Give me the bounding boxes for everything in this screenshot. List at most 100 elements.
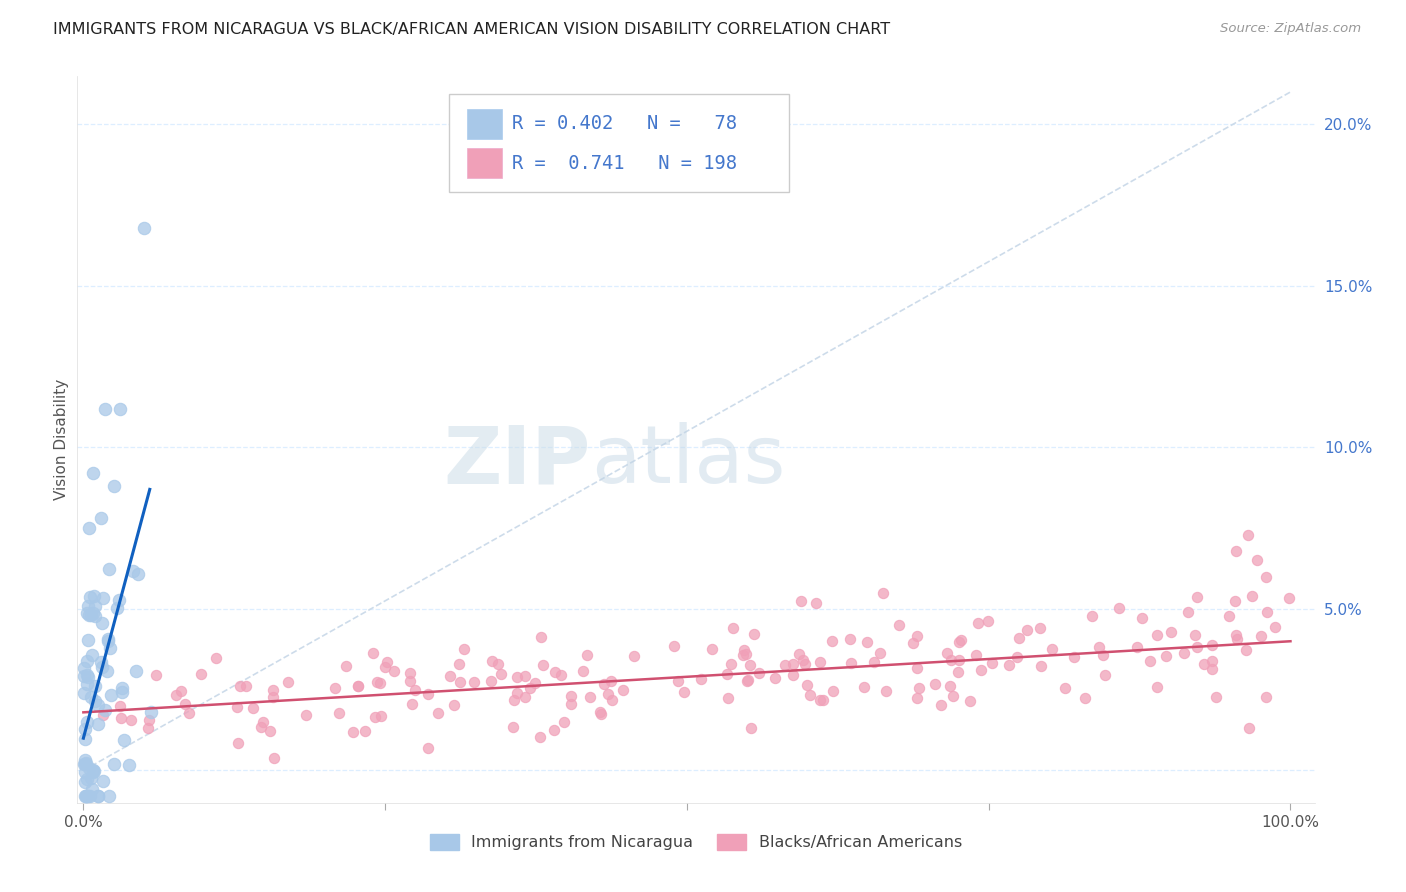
Point <box>82 467 104 481</box>
Point <box>796 678 818 692</box>
Point <box>479 674 502 689</box>
Point <box>111 685 134 699</box>
Point <box>666 674 689 689</box>
Point <box>489 667 512 681</box>
Point <box>73 756 96 771</box>
Point <box>453 642 475 657</box>
Point <box>773 658 796 673</box>
Point <box>1185 640 1208 654</box>
Point <box>76 606 98 620</box>
Point <box>689 672 711 686</box>
Text: Source: ZipAtlas.com: Source: ZipAtlas.com <box>1220 22 1361 36</box>
Point <box>672 685 695 699</box>
Point <box>83 764 105 778</box>
Point <box>120 714 142 728</box>
Point <box>127 566 149 581</box>
Point <box>721 621 744 635</box>
Point <box>811 693 834 707</box>
Point <box>73 731 96 746</box>
Point <box>929 698 952 713</box>
Point <box>744 627 766 641</box>
Point <box>1264 620 1286 634</box>
Point <box>529 730 551 744</box>
Point <box>77 761 100 775</box>
Point <box>1125 640 1147 654</box>
Text: ZIP: ZIP <box>443 422 591 500</box>
Point <box>782 657 804 671</box>
Point <box>100 688 122 702</box>
Point <box>110 711 132 725</box>
Point <box>1246 553 1268 567</box>
Point <box>733 648 755 662</box>
Point <box>748 665 770 680</box>
Point <box>235 679 257 693</box>
Point <box>97 632 120 647</box>
Point <box>1005 650 1028 665</box>
Point <box>733 643 755 657</box>
Point <box>374 659 396 673</box>
Point <box>111 681 134 695</box>
Point <box>90 511 112 525</box>
Point <box>1225 543 1247 558</box>
Point <box>887 617 910 632</box>
Point <box>347 680 370 694</box>
Point <box>591 707 613 722</box>
Point <box>799 688 821 702</box>
Point <box>90 660 112 674</box>
Point <box>426 706 449 721</box>
Point <box>998 657 1021 672</box>
Point <box>75 789 97 804</box>
Point <box>170 684 193 698</box>
Point <box>294 707 316 722</box>
Point <box>513 690 536 705</box>
Point <box>145 668 167 682</box>
Point <box>83 589 105 603</box>
Point <box>1184 628 1206 642</box>
Point <box>83 679 105 693</box>
Point <box>789 647 811 661</box>
Point <box>73 789 96 804</box>
Point <box>872 586 894 600</box>
Point <box>612 683 634 698</box>
Point <box>93 703 115 717</box>
Point <box>138 713 160 727</box>
Point <box>263 750 285 764</box>
Point <box>122 564 145 578</box>
Point <box>869 646 891 660</box>
Point <box>1073 691 1095 706</box>
Point <box>118 757 141 772</box>
Point <box>443 698 465 713</box>
Point <box>91 708 114 723</box>
Point <box>1080 609 1102 624</box>
Point <box>165 688 187 702</box>
Point <box>323 681 346 695</box>
Point <box>328 706 350 720</box>
Point <box>82 781 104 796</box>
Point <box>908 681 931 696</box>
Point <box>401 697 423 711</box>
Point <box>589 705 612 719</box>
Point <box>97 634 120 648</box>
Point <box>84 599 107 614</box>
Point <box>76 715 98 730</box>
Point <box>1008 631 1031 645</box>
Point <box>662 639 685 653</box>
Point <box>96 664 118 678</box>
Point <box>87 717 110 731</box>
Point <box>463 675 485 690</box>
Point <box>82 765 104 780</box>
Point <box>105 601 128 615</box>
Point <box>1040 642 1063 657</box>
Point <box>225 699 247 714</box>
Point <box>77 632 100 647</box>
Point <box>804 596 827 610</box>
Point <box>75 756 97 770</box>
FancyBboxPatch shape <box>449 94 789 192</box>
Point <box>177 706 200 721</box>
Point <box>1146 628 1168 642</box>
Point <box>90 616 112 631</box>
Point <box>1094 668 1116 682</box>
Point <box>623 648 645 663</box>
Point <box>543 723 565 738</box>
Point <box>368 675 391 690</box>
